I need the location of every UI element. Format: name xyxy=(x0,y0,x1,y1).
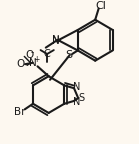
Text: N: N xyxy=(73,97,80,107)
Text: Cl: Cl xyxy=(95,1,106,11)
Text: O: O xyxy=(26,50,34,60)
Text: S: S xyxy=(65,50,72,60)
Text: S: S xyxy=(79,93,85,103)
Text: N: N xyxy=(52,35,59,45)
Text: C: C xyxy=(44,49,51,59)
Text: Br: Br xyxy=(14,107,26,116)
Text: +: + xyxy=(33,55,39,64)
Text: N: N xyxy=(73,82,80,92)
Text: N: N xyxy=(29,58,37,68)
Text: O: O xyxy=(17,59,25,69)
Text: -: - xyxy=(30,48,34,57)
Text: N: N xyxy=(52,36,59,46)
